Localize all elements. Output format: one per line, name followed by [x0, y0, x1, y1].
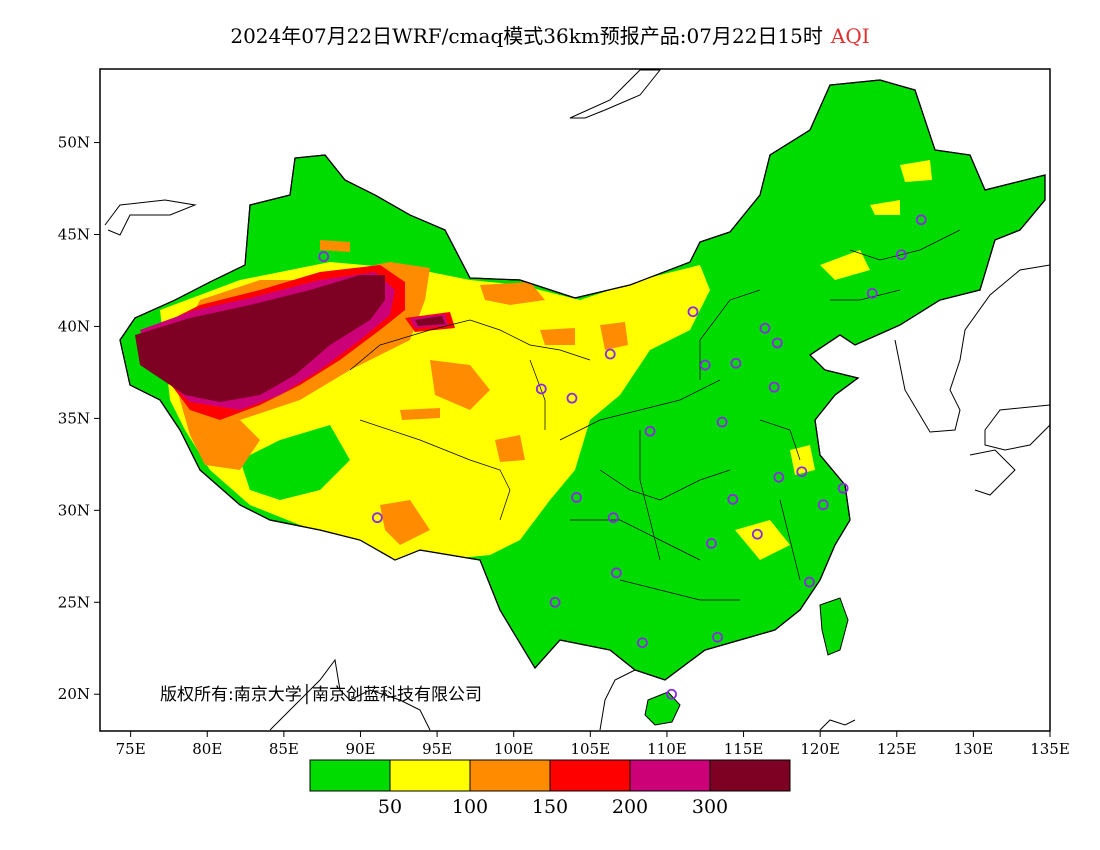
station-marker [705, 538, 717, 549]
x-axis: 75E 80E 85E 90E 95E 100E 105E 110E 115E 120E 125E 1… [116, 731, 1070, 758]
x-tick-label: 75E [116, 740, 146, 758]
y-tick-label: 25N [58, 593, 90, 611]
colorbar-label: 150 [532, 796, 568, 818]
x-tick-label: 105E [571, 740, 611, 758]
x-tick-label: 95E [422, 740, 452, 758]
colorbar-label: 50 [378, 796, 402, 818]
station-marker [371, 512, 383, 524]
x-tick-label: 110E [647, 740, 687, 758]
colorbar-segment [629, 759, 711, 792]
station-marker [571, 492, 582, 503]
y-tick-label: 50N [58, 134, 90, 152]
map-title: 2024年07月22日WRF/cmaq模式36km预报产品:07月22日15时 A… [0, 20, 1100, 49]
station-marker [837, 482, 849, 494]
x-tick-label: 135E [1030, 740, 1070, 758]
station-marker [751, 528, 763, 540]
station-marker [318, 251, 330, 262]
station-marker [730, 357, 742, 369]
x-tick-label: 100E [494, 740, 534, 758]
station-marker [817, 499, 829, 511]
colorbar-segment [549, 759, 631, 792]
colorbar-segment [709, 759, 791, 792]
y-tick-label: 20N [58, 685, 90, 703]
station-marker [773, 471, 785, 483]
station-marker [699, 359, 711, 371]
colorbar-label: 100 [452, 796, 488, 818]
station-marker [604, 348, 616, 360]
station-marker [771, 337, 783, 349]
copyright-text: 版权所有:南京大学│南京创蓝科技有限公司 [160, 685, 482, 705]
station-marker [607, 512, 619, 524]
station-marker [895, 249, 907, 261]
x-tick-label: 120E [800, 740, 840, 758]
plot-frame [99, 68, 1051, 732]
x-tick-label: 80E [192, 740, 222, 758]
colorbar-label: 300 [692, 796, 728, 818]
station-marker [759, 322, 771, 334]
x-tick-label: 125E [877, 740, 917, 758]
station-marker [804, 576, 815, 588]
aqi-fields [119, 79, 1046, 726]
x-tick-label: 90E [345, 740, 375, 758]
neighbour-boundaries [104, 69, 1050, 731]
y-tick-label: 45N [58, 226, 90, 244]
station-marker [637, 637, 648, 649]
station-marker [768, 381, 780, 393]
station-marker [866, 287, 878, 299]
station-marker [712, 631, 723, 643]
station-marker [535, 383, 547, 395]
station-marker [915, 214, 927, 226]
station-marker [727, 493, 739, 505]
station-marker [796, 466, 808, 478]
y-tick-label: 30N [58, 501, 90, 519]
colorbar-segment [309, 759, 391, 792]
title-variable: AQI [830, 24, 870, 48]
y-axis: 20N 25N 30N 35N 40N 45N 50N [58, 134, 100, 703]
station-marker [566, 392, 578, 404]
x-tick-label: 130E [954, 740, 994, 758]
station-marker [644, 425, 656, 437]
y-tick-label: 40N [58, 317, 90, 335]
title-main: 2024年07月22日WRF/cmaq模式36km预报产品:07月22日15时 [230, 24, 823, 48]
province-boundaries [349, 229, 961, 601]
colorbar-label: 200 [612, 796, 648, 818]
colorbar-segment [469, 759, 551, 792]
colorbar: 50 100 150 200 300 [309, 759, 791, 818]
station-marker [610, 567, 622, 579]
station-marker [666, 688, 677, 700]
y-tick-label: 35N [58, 409, 90, 427]
x-tick-label: 85E [269, 740, 299, 758]
x-tick-label: 115E [724, 740, 764, 758]
city-stations [318, 214, 927, 700]
station-marker [716, 416, 728, 428]
station-marker [549, 596, 561, 608]
colorbar-segment [389, 759, 471, 792]
station-marker [687, 306, 699, 318]
